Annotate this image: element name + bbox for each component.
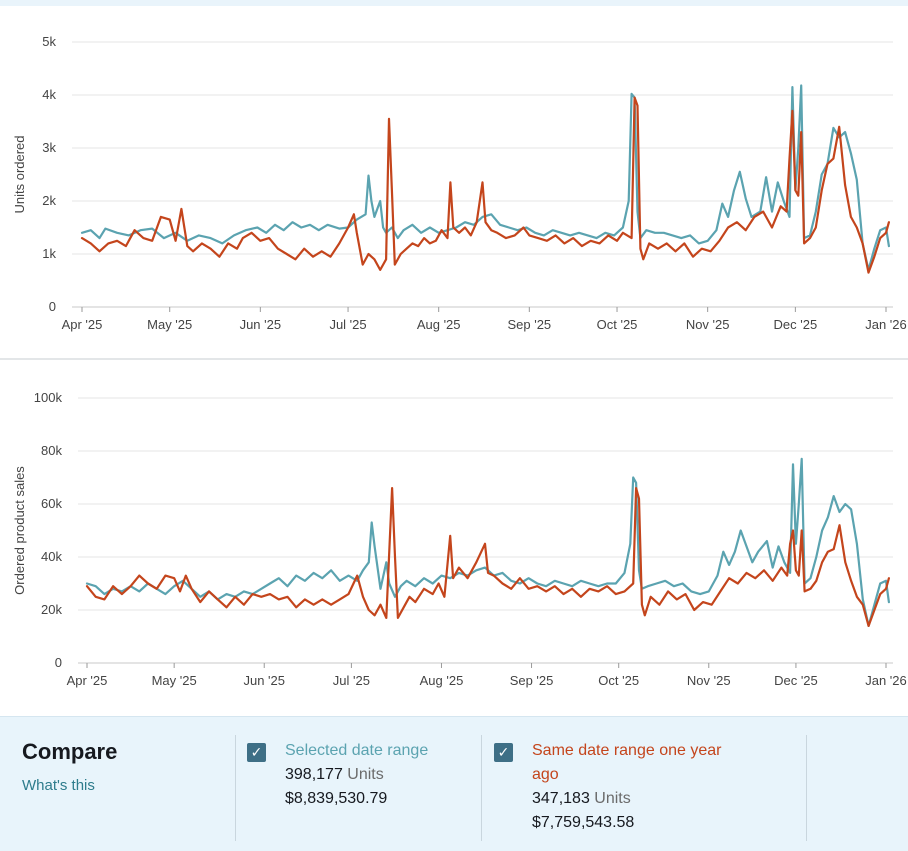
year-ago-block: ✓ Same date range one year ago 347,183 U… — [494, 739, 794, 843]
x-tick-label: Sep '25 — [507, 317, 551, 332]
x-tick-label: Nov '25 — [687, 673, 731, 688]
x-tick-label: Oct '25 — [597, 317, 638, 332]
year-ago-units-value: 347,183 — [532, 790, 590, 807]
x-tick-label: Oct '25 — [598, 673, 639, 688]
selected-range-label[interactable]: Selected date range — [285, 742, 429, 759]
units-ordered-chart: 0 1k 2k 3k 4k 5k Apr '25 May '25 Jun '25 Jul '25 A… — [12, 34, 907, 332]
y-tick-label: 80k — [41, 443, 62, 458]
selected-units-value: 398,177 — [285, 766, 343, 783]
year-ago-sales-value: $7,759,543.58 — [532, 814, 635, 831]
year-ago-checkbox[interactable]: ✓ — [494, 743, 513, 762]
x-tick-label: Sep '25 — [510, 673, 554, 688]
y-axis-title: Ordered product sales — [12, 466, 27, 595]
x-tick-label: Jun '25 — [240, 317, 282, 332]
y-axis-title: Units ordered — [12, 135, 27, 213]
divider — [481, 735, 482, 841]
divider — [806, 735, 807, 841]
x-tick-label: Aug '25 — [420, 673, 464, 688]
x-tick-label: Apr '25 — [62, 317, 103, 332]
x-tick-label: Apr '25 — [67, 673, 108, 688]
x-tick-label: May '25 — [147, 317, 192, 332]
y-tick-label: 2k — [42, 193, 56, 208]
divider — [235, 735, 236, 841]
y-tick-label: 60k — [41, 496, 62, 511]
x-tick-label: Jul '25 — [329, 317, 366, 332]
year-ago-text: Same date range one year ago 347,183 Uni… — [532, 739, 782, 835]
ordered-sales-chart-panel: 0 20k 40k 60k 80k 100k Apr '25 May '25 Jun '25 Ju… — [0, 360, 908, 714]
x-tick-label: Nov '25 — [686, 317, 730, 332]
whats-this-link[interactable]: What's this — [22, 777, 95, 794]
compare-panel: Compare What's this ✓ Selected date rang… — [0, 716, 908, 851]
series-line-same-date-range-one-year-ago — [80, 96, 890, 274]
y-tick-label: 40k — [41, 549, 62, 564]
selected-range-block: ✓ Selected date range 398,177 Units $8,8… — [247, 739, 477, 839]
ordered-product-sales-chart: 0 20k 40k 60k 80k 100k Apr '25 May '25 Jun '25 Ju… — [12, 390, 907, 688]
x-tick-label: Jul '25 — [333, 673, 370, 688]
series-line-same-date-range-one-year-ago — [85, 487, 890, 627]
selected-range-text: Selected date range 398,177 Units $8,839… — [285, 739, 428, 811]
y-tick-label: 3k — [42, 140, 56, 155]
series-line-selected-date-range — [80, 84, 890, 271]
units-ordered-chart-panel: 0 1k 2k 3k 4k 5k Apr '25 May '25 Jun '25 Jul '25 A… — [0, 6, 908, 360]
compare-title: Compare — [22, 739, 118, 764]
x-tick-label: Aug '25 — [417, 317, 461, 332]
year-ago-units-line: 347,183 Units — [532, 787, 782, 811]
y-tick-label: 1k — [42, 246, 56, 261]
year-ago-label-line1[interactable]: Same date range one year — [532, 742, 722, 759]
selected-units-line: 398,177 Units — [285, 763, 428, 787]
x-tick-label: May '25 — [152, 673, 197, 688]
y-tick-label: 0 — [55, 655, 62, 670]
selected-sales-value: $8,839,530.79 — [285, 790, 388, 807]
top-strip — [0, 0, 908, 6]
selected-units-label: Units — [347, 766, 384, 783]
y-tick-label: 20k — [41, 602, 62, 617]
y-tick-label: 0 — [49, 299, 56, 314]
y-tick-label: 5k — [42, 34, 56, 49]
y-tick-label: 4k — [42, 87, 56, 102]
x-tick-label: Dec '25 — [774, 317, 818, 332]
x-tick-label: Dec '25 — [774, 673, 818, 688]
x-tick-label: Jan '26 — [865, 317, 907, 332]
x-tick-label: Jun '25 — [243, 673, 285, 688]
year-ago-label-line2[interactable]: ago — [532, 766, 559, 783]
y-tick-label: 100k — [34, 390, 63, 405]
selected-range-checkbox[interactable]: ✓ — [247, 743, 266, 762]
year-ago-units-label: Units — [594, 790, 631, 807]
series-line-selected-date-range — [85, 457, 890, 627]
x-tick-label: Jan '26 — [865, 673, 907, 688]
